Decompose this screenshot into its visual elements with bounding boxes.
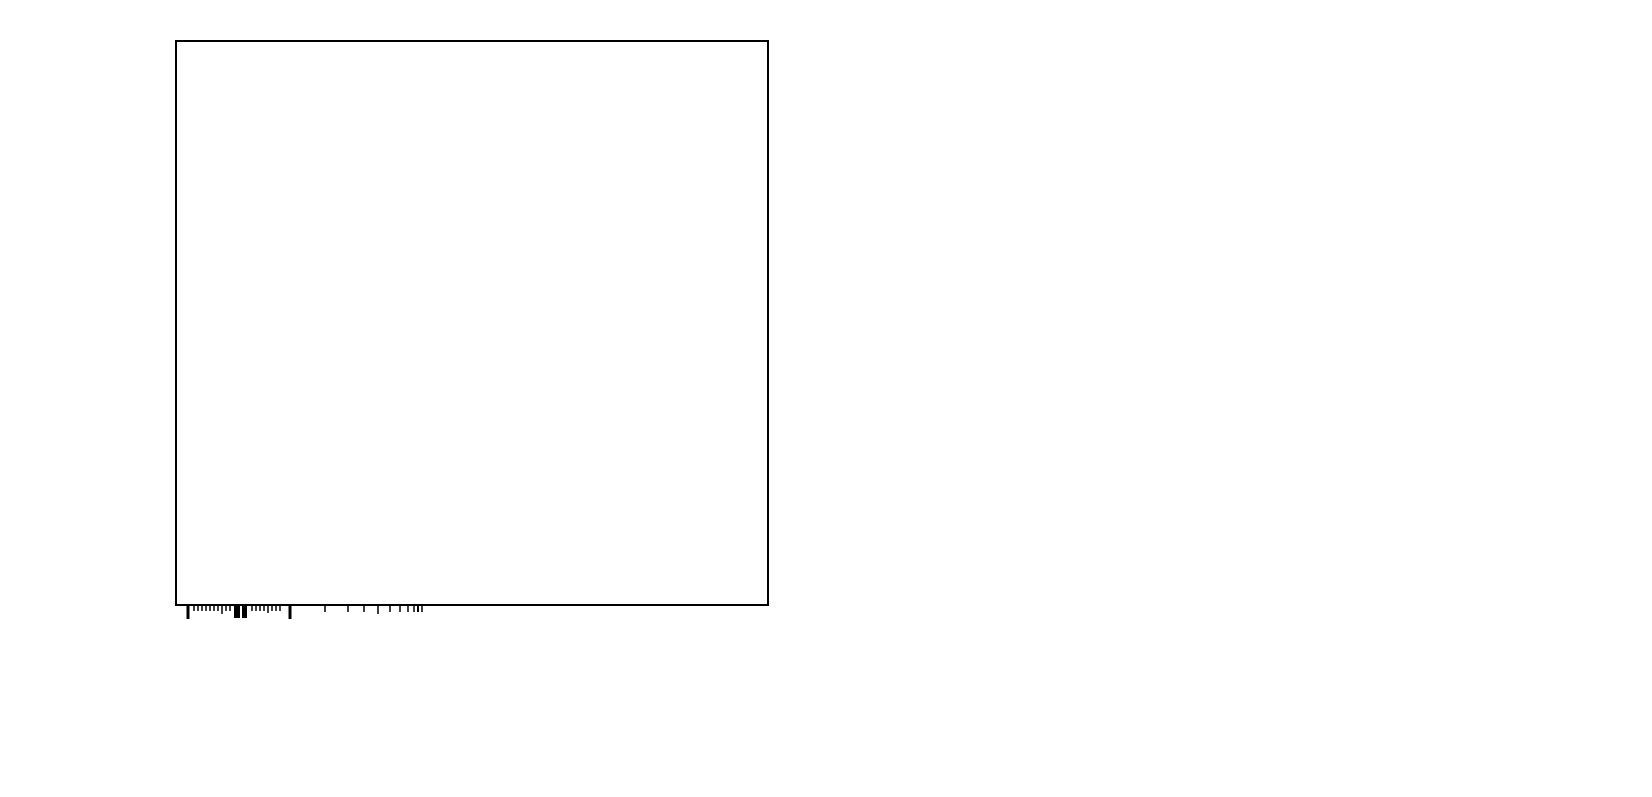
x-axis-ticks	[186, 605, 423, 619]
histogram-panel-left	[175, 40, 769, 619]
histogram-plot-left	[175, 40, 769, 619]
plot-frame	[175, 40, 769, 606]
